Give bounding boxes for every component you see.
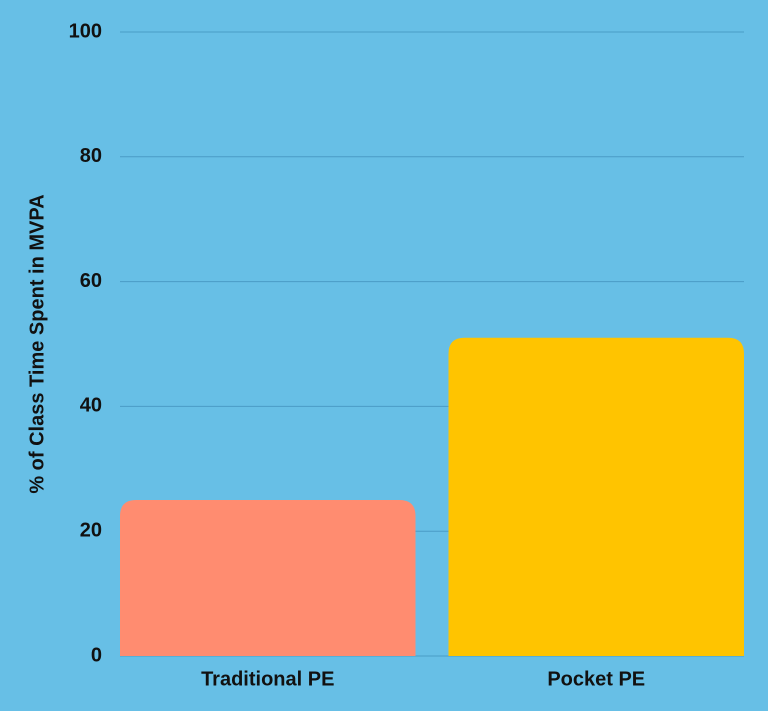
x-tick-label: Traditional PE: [201, 668, 334, 690]
x-tick-label: Pocket PE: [547, 668, 645, 690]
y-tick-label: 100: [69, 20, 102, 42]
y-tick-label: 60: [80, 270, 102, 292]
y-tick-label: 80: [80, 145, 102, 167]
y-tick-label: 0: [91, 644, 102, 666]
y-axis-label: % of Class Time Spent in MVPA: [26, 194, 48, 493]
y-tick-label: 40: [80, 395, 102, 417]
bar: [448, 337, 744, 656]
bar: [120, 500, 416, 656]
y-tick-label: 20: [80, 519, 102, 541]
